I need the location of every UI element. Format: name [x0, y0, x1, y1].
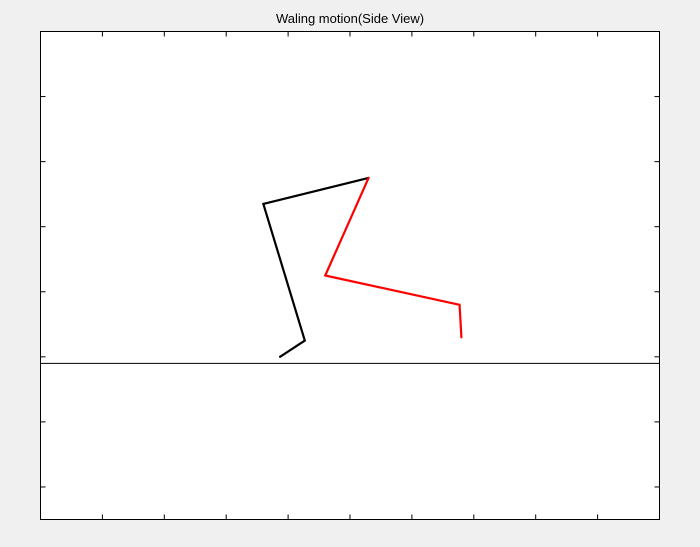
series-1-segment-0: [324, 176, 370, 277]
series-1-segment-1: [324, 274, 461, 306]
series-1-segment-2: [458, 303, 463, 339]
series-0-segment-1: [262, 202, 306, 342]
chart-title: Waling motion(Side View): [275, 11, 425, 26]
series-0-segment-0: [278, 339, 306, 358]
series-1: [324, 176, 463, 339]
series-0-segment-2: [262, 176, 370, 206]
axes-background: [40, 31, 660, 520]
series-0: [262, 176, 370, 358]
